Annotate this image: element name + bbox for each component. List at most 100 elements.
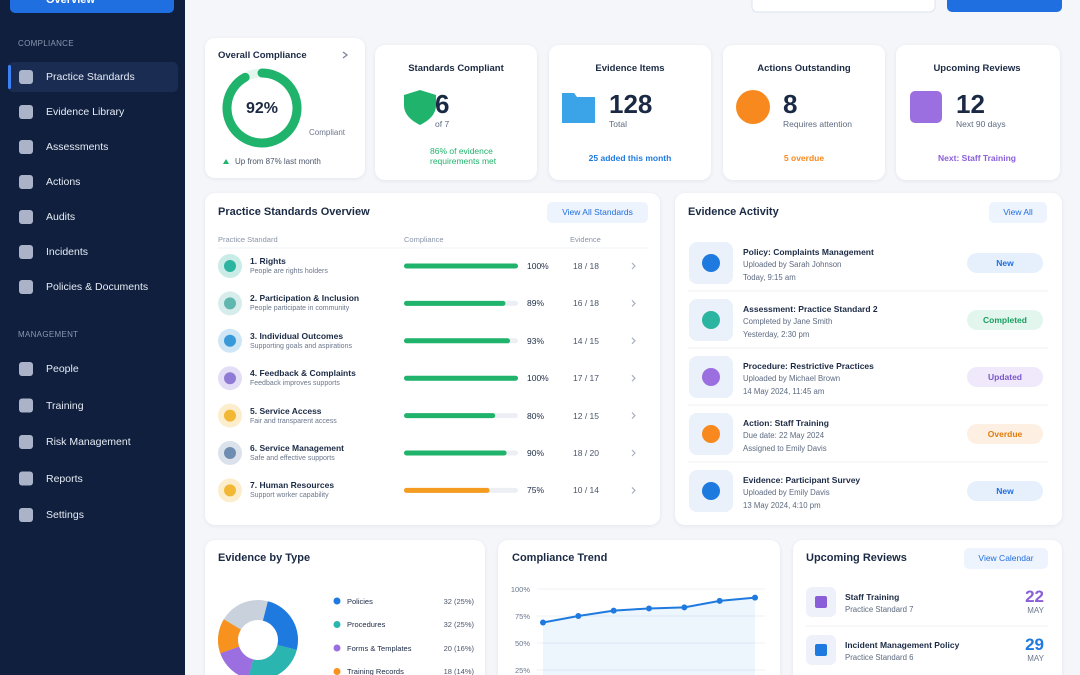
- button-bg: [989, 202, 1047, 223]
- stat-value: 12: [956, 89, 985, 119]
- nav-item[interactable]: Assessments: [46, 141, 109, 153]
- standard-name[interactable]: 5. Service Access: [250, 405, 322, 416]
- stat-sub: of 7: [435, 119, 450, 129]
- stat-icon: [562, 93, 595, 123]
- nav-item[interactable]: Training: [46, 399, 84, 412]
- nav-item[interactable]: Settings: [46, 509, 84, 521]
- bar: [404, 338, 511, 344]
- trend-card: [498, 540, 780, 675]
- activity-title[interactable]: Action: Staff Training: [743, 418, 829, 428]
- nav-icon: [19, 280, 33, 294]
- donut-slice: [218, 619, 242, 654]
- bar: [404, 487, 490, 493]
- review-title[interactable]: Staff Training: [845, 592, 900, 602]
- stat-value: 6: [435, 89, 450, 119]
- nav-item[interactable]: Reports: [46, 472, 83, 485]
- overall-card: [205, 38, 365, 178]
- review-title[interactable]: Incident Management Policy: [845, 640, 960, 650]
- legend-dot: [333, 621, 341, 628]
- nav-item[interactable]: Overview: [46, 0, 95, 6]
- standard-name[interactable]: 4. Feedback & Complaints: [250, 368, 356, 379]
- status-pill: [967, 367, 1043, 387]
- evidence-count: 12 / 15: [573, 410, 599, 421]
- standard-name[interactable]: 2. Participation & Inclusion: [250, 293, 360, 304]
- standard-desc: People participate in community: [250, 305, 350, 313]
- nav-item[interactable]: Policies & Documents: [46, 281, 149, 293]
- donut-slice: [249, 644, 297, 675]
- activity-line: Uploaded by Sarah Johnson: [743, 260, 842, 269]
- stat-value: 128: [609, 89, 653, 119]
- activity-line: Due date: 22 May 2024: [743, 431, 825, 440]
- evidence-count: 16 / 18: [573, 298, 599, 309]
- nav-item[interactable]: Audits: [46, 211, 76, 223]
- card-title: Compliance Trend: [512, 552, 608, 564]
- donut-label: 92%: [245, 100, 279, 117]
- nav-item[interactable]: Evidence Library: [46, 106, 125, 118]
- stat-sub: Requires attention: [783, 119, 852, 129]
- nav-item[interactable]: Practice Standards: [46, 71, 135, 83]
- chevron: [631, 337, 636, 345]
- nav-item[interactable]: Incidents: [46, 246, 89, 258]
- standard-desc: Support worker capability: [250, 492, 329, 500]
- nav-icon: [19, 398, 33, 413]
- y-tick-label: 75%: [514, 611, 530, 621]
- legend-label: Forms & Templates: [347, 643, 412, 653]
- caption: Compliant: [309, 128, 346, 137]
- stat-title: Upcoming Reviews: [933, 63, 1021, 74]
- standard-name[interactable]: 1. Rights: [250, 256, 286, 266]
- nav-active-bar: [8, 65, 11, 89]
- legend-label: Procedures: [347, 620, 386, 629]
- stat-footer: 5 overdue: [783, 153, 825, 163]
- point: [610, 607, 617, 614]
- card-title: Evidence Activity: [688, 206, 779, 218]
- activity-line: Today, 9:15 am: [743, 273, 796, 282]
- legend-value: 32 (25%): [443, 596, 474, 606]
- nav-icon: [19, 508, 33, 522]
- activity-line: Uploaded by Emily Davis: [743, 488, 830, 497]
- stat-sub: Total: [609, 119, 627, 129]
- compliance-label: 90%: [527, 448, 545, 458]
- button[interactable]: View All Standards: [562, 207, 633, 217]
- standard-desc: People are rights holders: [250, 268, 328, 275]
- donut-slice: [220, 646, 254, 675]
- standard-name[interactable]: 6. Service Management: [250, 443, 345, 453]
- standard-name[interactable]: 3. Individual Outcomes: [250, 330, 344, 341]
- button[interactable]: View Calendar: [978, 553, 1034, 563]
- trend-arrow: [223, 159, 229, 164]
- point: [540, 619, 546, 626]
- activity-title[interactable]: Evidence: Participant Survey: [743, 475, 861, 485]
- activity-title[interactable]: Assessment: Practice Standard 2: [743, 304, 878, 314]
- nav-item[interactable]: Risk Management: [46, 436, 131, 448]
- nav-icon: [19, 70, 33, 84]
- standard-icon: [224, 484, 236, 497]
- search-box[interactable]: [751, 0, 936, 13]
- stat-footer: 25 added this month: [588, 153, 672, 163]
- bar: [404, 263, 518, 269]
- bar: [404, 413, 496, 419]
- top-button[interactable]: [947, 0, 1062, 12]
- review-day: 22: [1025, 587, 1044, 606]
- column-header: Practice Standard: [218, 235, 278, 244]
- legend-dot: [333, 597, 341, 605]
- activity-line: Completed by Jane Smith: [743, 317, 833, 326]
- nav-item[interactable]: Actions: [46, 176, 81, 188]
- y-tick-label: 100%: [510, 584, 530, 594]
- button-bg: [547, 202, 648, 223]
- nav-icon: [19, 210, 33, 224]
- activity-title[interactable]: Procedure: Restrictive Practices: [743, 361, 874, 371]
- donut-slice: [262, 601, 298, 650]
- card-title: Overall Compliance: [218, 50, 307, 61]
- bar: [404, 450, 507, 456]
- chevron: [631, 374, 636, 382]
- chevron: [631, 412, 636, 420]
- activity-title[interactable]: Policy: Complaints Management: [743, 247, 874, 257]
- status: Completed: [983, 315, 1027, 325]
- overview-button-bg: [10, 0, 174, 13]
- activity-line: Yesterday, 2:30 pm: [743, 330, 810, 339]
- nav-item[interactable]: People: [46, 363, 79, 375]
- activity-line: 13 May 2024, 4:10 pm: [743, 501, 821, 510]
- button-bg: [964, 548, 1048, 569]
- standard-name[interactable]: 7. Human Resources: [250, 480, 335, 491]
- stat-sub: Next 90 days: [956, 119, 1006, 129]
- button[interactable]: View All: [1003, 207, 1033, 217]
